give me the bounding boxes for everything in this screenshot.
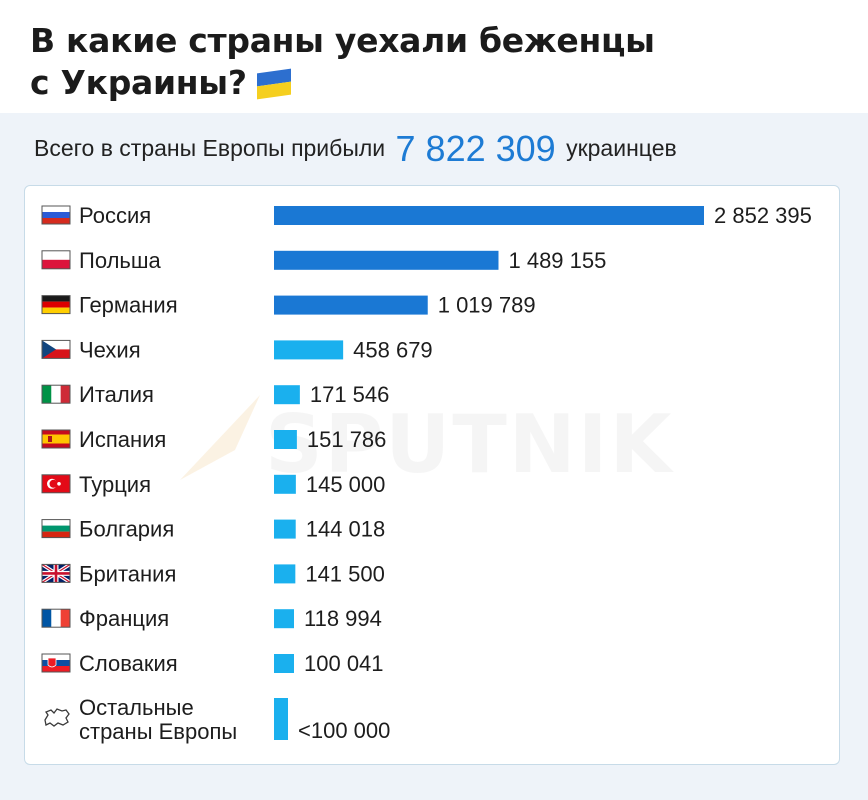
summary-total: 7 822 309 xyxy=(395,128,556,169)
germany-flag-icon xyxy=(41,295,71,315)
category-label: Польша xyxy=(79,248,162,273)
czechia-flag-icon xyxy=(41,339,71,359)
category-label: Германия xyxy=(79,293,178,318)
chart-card xyxy=(24,185,840,765)
france-flag-icon xyxy=(41,608,71,628)
category-label: Франция xyxy=(79,606,169,631)
value-label: <100 000 xyxy=(298,718,390,743)
watermark-text: SPUTNIK xyxy=(265,398,674,491)
title-line-1: В какие страны уехали беженцы xyxy=(30,21,655,60)
value-label: 171 546 xyxy=(310,382,390,407)
value-label: 458 679 xyxy=(353,337,433,362)
value-label: 1 489 155 xyxy=(508,248,606,273)
bar xyxy=(274,340,344,360)
value-label: 100 041 xyxy=(304,651,384,676)
summary-line: Всего в страны Европы прибыли 7 822 309 … xyxy=(34,128,677,170)
bar xyxy=(274,474,296,494)
category-label: Италия xyxy=(79,382,154,407)
uk-flag-icon xyxy=(41,562,71,584)
value-label: 118 994 xyxy=(304,606,382,631)
bar xyxy=(274,654,294,673)
bulgaria-flag-icon xyxy=(41,519,71,539)
value-label: 145 000 xyxy=(306,472,386,497)
slovakia-flag-icon xyxy=(41,653,71,673)
category-label: Турция xyxy=(79,472,151,497)
turkey-flag-icon xyxy=(41,474,71,494)
value-label: 151 786 xyxy=(307,427,387,452)
bar xyxy=(274,385,300,405)
bar xyxy=(274,698,288,740)
bar xyxy=(274,295,428,315)
russia-flag-icon xyxy=(41,205,71,225)
bar xyxy=(274,430,297,449)
page-title: В какие страны уехали беженцы с Украины? xyxy=(30,20,810,104)
poland-flag-icon xyxy=(41,250,71,270)
sputnik-watermark: SPUTNIK xyxy=(175,390,672,500)
bar xyxy=(274,519,296,539)
category-label: Словакия xyxy=(79,651,178,676)
sputnik-logo-icon xyxy=(180,395,260,480)
bar xyxy=(274,206,704,225)
value-label: 144 018 xyxy=(306,517,386,542)
bar xyxy=(274,564,296,584)
bar xyxy=(274,250,499,270)
category-label: Испания xyxy=(79,427,166,452)
bar xyxy=(274,609,294,629)
europe-map-icon xyxy=(44,708,70,727)
title-line-2: с Украины? xyxy=(30,62,810,104)
category-label: Россия xyxy=(79,203,151,228)
summary-suffix: украинцев xyxy=(566,135,677,161)
summary-prefix: Всего в страны Европы прибыли xyxy=(34,135,386,161)
value-label: 1 019 789 xyxy=(438,293,536,318)
category-label: Болгария xyxy=(79,517,174,542)
italy-flag-icon xyxy=(41,384,71,404)
title-line-2-text: с Украины? xyxy=(30,63,247,102)
value-label: 141 500 xyxy=(305,561,385,586)
category-label: Британия xyxy=(79,561,176,586)
value-label: 2 852 395 xyxy=(714,203,812,228)
category-label: Чехия xyxy=(79,337,141,362)
spain-flag-icon xyxy=(41,429,71,449)
category-label: Остальные страны Европы xyxy=(79,695,237,744)
